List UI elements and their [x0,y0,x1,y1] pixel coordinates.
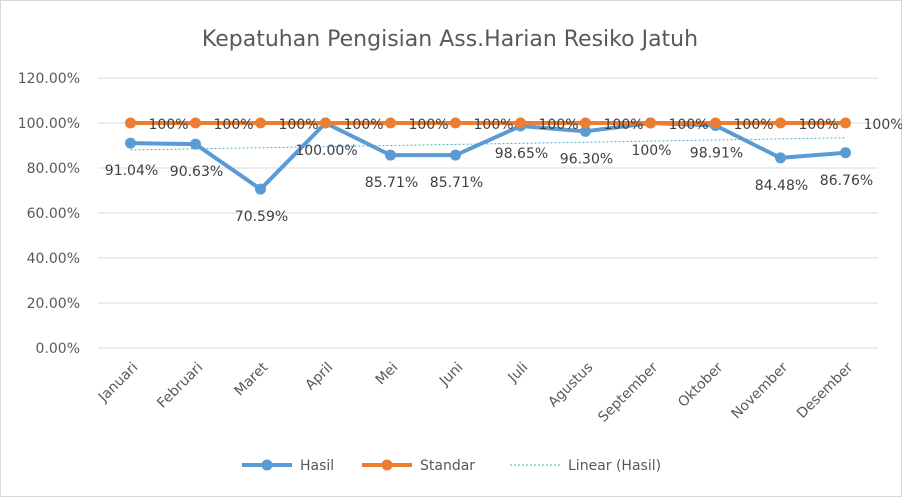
trendline [130,137,846,151]
point-standar [840,117,851,129]
data-label-standar: 100% [214,117,254,133]
legend-marker [261,459,273,471]
point-hasil [255,183,266,195]
x-tick-label: Oktober [675,359,726,410]
data-label-hasil: 90.63% [170,164,223,180]
data-label-standar: 100% [409,117,449,133]
data-label-standar: 100% [799,117,839,133]
data-label-hasil: 91.04% [105,163,158,179]
y-tick-label: 100.00% [18,116,80,132]
data-label-hasil: 96.30% [560,151,613,167]
y-tick-label: 60.00% [27,206,80,222]
data-label-hasil: 86.76% [820,173,873,189]
x-tick-label: Juli [505,360,532,387]
point-hasil [775,152,786,164]
x-tick-label: Juni [436,360,466,390]
x-tick-label: Maret [232,359,272,399]
trendline-layer [130,137,846,151]
legend-label: Linear (Hasil) [568,458,661,474]
y-tick-label: 0.00% [36,341,80,357]
data-label-hasil: 70.59% [235,209,288,225]
point-hasil [580,125,591,137]
x-tick-label: April [302,360,336,394]
point-standar [255,117,266,129]
x-tick-label: Februari [154,360,206,412]
point-standar [190,117,201,129]
point-hasil [190,138,201,150]
data-label-hasil: 84.48% [755,178,808,194]
data-label-hasil: 85.71% [430,175,483,191]
point-standar [775,117,786,129]
x-tick-label: Mei [373,360,402,389]
x-tick-label: Januari [95,360,141,406]
data-label-standar: 100% [604,117,644,133]
x-axis-ticks: Januari Februari Maret April Mei Juni Juli Agus… [95,359,857,425]
legend-marker [381,459,393,471]
point-standar [320,117,331,129]
data-label-standar: 100% [279,117,319,133]
series-line-hasil [130,121,846,192]
data-labels: 100% 100% 100% 100% 100% 100% 100% 100% 100% 100%… [105,117,902,225]
point-hasil [450,149,461,161]
data-label-standar: 100% [344,117,384,133]
y-tick-label: 40.00% [27,251,80,267]
data-label-standar: 100% [149,117,189,133]
point-standar [450,117,461,129]
legend-label: Hasil [300,458,334,474]
point-standar [580,117,591,129]
y-axis-ticks: 0.00% 20.00% 40.00% 60.00% 80.00% 100.00% 120.… [18,71,80,357]
point-hasil [840,147,851,159]
chart-title: Kepatuhan Pengisian Ass.Harian Resiko Ja… [202,27,698,52]
x-tick-label: November [729,359,792,422]
data-label-standar: 100% [734,117,774,133]
series-layer [125,117,851,195]
point-standar [125,117,136,129]
y-tick-label: 80.00% [27,161,80,177]
data-label-hasil: 85.71% [365,175,418,191]
point-standar [515,117,526,129]
point-standar [645,117,656,129]
data-label-hasil: 98.65% [495,146,548,162]
x-tick-label: September [595,359,661,425]
data-label-standar: 100% [669,117,709,133]
data-label-hasil: 98.91% [690,145,743,161]
data-label-standar: 100% [539,117,579,133]
legend: Hasil Standar Linear (Hasil) [242,458,661,474]
point-hasil [125,137,136,149]
point-standar [385,117,396,129]
data-label-hasil: 100% [631,143,671,159]
y-tick-label: 20.00% [27,296,80,312]
x-tick-label: Agustus [545,360,596,411]
point-hasil [385,149,396,161]
data-label-hasil: 100.00% [295,143,357,159]
point-standar [710,117,721,129]
legend-label: Standar [420,458,475,474]
y-tick-label: 120.00% [18,71,80,87]
data-label-standar: 100% [864,117,902,133]
data-label-standar: 100% [474,117,514,133]
x-tick-label: Desember [794,359,857,422]
